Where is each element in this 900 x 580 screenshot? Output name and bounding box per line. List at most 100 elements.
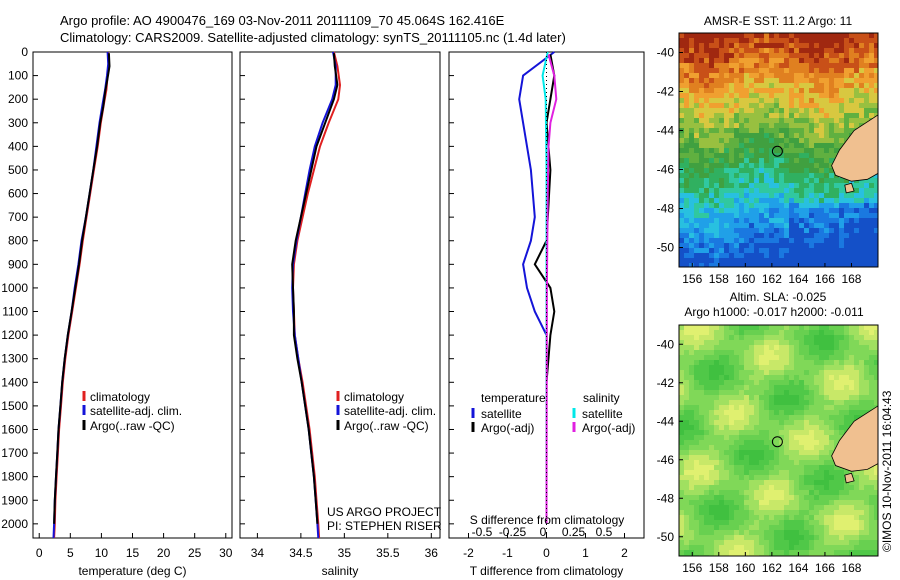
x-tick-label: 158	[709, 272, 729, 286]
x2-axis-label: S difference from climatology	[470, 513, 625, 527]
y-tick-label: 900	[8, 257, 28, 271]
x-tick-label: -2	[463, 546, 474, 560]
x-tick-label: 156	[682, 272, 702, 286]
y-tick-label: -48	[657, 491, 675, 505]
x-tick-label: 20	[157, 546, 171, 560]
y-tick-label: 1500	[1, 399, 28, 413]
series-line	[291, 51, 342, 539]
legend-label: Argo(..raw -QC)	[90, 419, 175, 433]
legend-group-title: salinity	[583, 391, 620, 405]
series-line	[291, 53, 339, 524]
y-tick-label: -44	[657, 124, 675, 138]
annotation-line: PI: STEPHEN RISER	[327, 519, 442, 533]
coastline	[831, 114, 879, 182]
x-tick-label: 0	[36, 546, 43, 560]
legend-label: satellite-adj. clim.	[344, 404, 436, 418]
legend-group-title: temperature	[481, 391, 546, 405]
x2-tick-label: -0.5	[472, 525, 493, 539]
x-tick-label: 0	[543, 546, 550, 560]
y-tick-label: 2000	[1, 517, 28, 531]
y-tick-label: 100	[8, 69, 28, 83]
legend-label: Argo(..raw -QC)	[344, 419, 429, 433]
difference-panel: -2 -1 0 1 2 T difference from climatology -0.5…	[448, 51, 645, 578]
sst-map-panel: AMSR-E SST: 11.2 Argo: 11 156 158 160 162 164…	[657, 14, 879, 286]
y-tick-label: -48	[657, 202, 675, 216]
y-tick-label: 500	[8, 163, 28, 177]
legend-label: satellite-adj. clim.	[90, 404, 182, 418]
y-tick-label: 200	[8, 92, 28, 106]
y-tick-label: -50	[657, 530, 675, 544]
y-tick-label: -50	[657, 241, 675, 255]
x-tick-label: 2	[621, 546, 628, 560]
x-tick-label: 10	[95, 546, 109, 560]
y-tick-label: -40	[657, 46, 675, 60]
x2-tick-label: 0.5	[596, 525, 613, 539]
y-tick-label: 800	[8, 234, 28, 248]
annotation-line: US ARGO PROJECT	[327, 505, 442, 519]
legend-label: climatology	[344, 390, 404, 404]
y-tick-label: -42	[657, 376, 675, 390]
plot-frame	[32, 51, 233, 539]
y-tick-label: -44	[657, 414, 675, 428]
y-tick-label: 1600	[1, 422, 28, 436]
argo-position-marker	[771, 145, 783, 157]
legend-label: satellite	[582, 407, 623, 421]
y-tick-label: 1200	[1, 328, 28, 342]
x2-tick-label: -0.25	[499, 525, 527, 539]
y-tick-label: 0	[21, 45, 28, 59]
map-cells	[679, 325, 878, 556]
x-tick-label: 35.5	[376, 546, 400, 560]
y-tick-label: -46	[657, 163, 675, 177]
legend-label: Argo(-adj)	[582, 421, 635, 435]
x-tick-label: 168	[841, 561, 861, 575]
x-tick-label: 156	[682, 561, 702, 575]
y-tick-label: 1300	[1, 352, 28, 366]
y-tick-label: -40	[657, 337, 675, 351]
x-tick-label: 30	[219, 546, 233, 560]
temperature-panel: 0 5 10 15 20 25 300100200300400500600700800900…	[1, 45, 232, 578]
x-axis-label: T difference from climatology	[470, 564, 624, 578]
legend-label: satellite	[481, 407, 522, 421]
x-tick-label: 160	[735, 561, 755, 575]
argo-position-marker	[771, 436, 783, 448]
x-tick-label: 1	[582, 546, 589, 560]
x-tick-label: 158	[709, 561, 729, 575]
y-tick-label: 700	[8, 210, 28, 224]
x-tick-label: 34.5	[289, 546, 313, 560]
x-tick-label: 166	[815, 272, 835, 286]
y-tick-label: 1800	[1, 470, 28, 484]
x-tick-label: -1	[502, 546, 513, 560]
map-frame	[678, 324, 879, 557]
island	[844, 472, 855, 484]
x-tick-label: 35	[338, 546, 352, 560]
map-title: Altim. SLA: -0.025	[730, 290, 827, 304]
legend-label: climatology	[90, 390, 150, 404]
y-tick-label: -42	[657, 85, 675, 99]
x-tick-label: 160	[735, 272, 755, 286]
x-tick-label: 166	[815, 561, 835, 575]
x2-tick-label: 0	[540, 525, 547, 539]
y-tick-label: 400	[8, 139, 28, 153]
map-title: AMSR-E SST: 11.2 Argo: 11	[704, 14, 853, 28]
series-line	[533, 54, 556, 524]
x-tick-label: 15	[126, 546, 140, 560]
x-tick-label: 168	[841, 272, 861, 286]
y-tick-label: 1700	[1, 446, 28, 460]
imos-watermark: ©IMOS 10-Nov-2011 16:04:43	[880, 390, 894, 552]
series-line	[53, 53, 111, 524]
coastline	[831, 405, 879, 472]
salinity-panel: 34 34.5 35 35.5 36 salinity climatologysatelli…	[239, 51, 442, 578]
header-line1: Argo profile: AO 4900476_169 03-Nov-2011…	[60, 13, 505, 28]
y-tick-label: 600	[8, 187, 28, 201]
y-tick-label: 1000	[1, 281, 28, 295]
x-tick-label: 36	[425, 546, 439, 560]
header-line2: Climatology: CARS2009. Satellite-adjuste…	[60, 30, 566, 45]
x-tick-label: 34	[251, 546, 265, 560]
series-line	[545, 54, 558, 524]
series-line	[518, 51, 555, 524]
map-frame	[678, 32, 879, 268]
y-tick-label: -46	[657, 453, 675, 467]
y-tick-label: 300	[8, 116, 28, 130]
